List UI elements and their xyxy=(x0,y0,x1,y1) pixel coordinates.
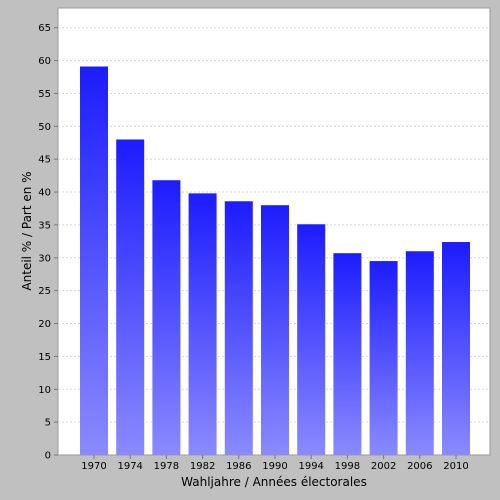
bar-1994 xyxy=(297,224,326,455)
y-tick-label: 40 xyxy=(38,188,51,199)
bar-1998 xyxy=(333,253,362,455)
y-tick-label: 50 xyxy=(38,122,51,133)
bar-1974 xyxy=(116,139,145,455)
y-axis-label: Anteil % / Part en % xyxy=(20,171,34,290)
x-tick-label-1978: 1978 xyxy=(154,461,179,472)
bar-2006 xyxy=(405,251,434,455)
bar-2010 xyxy=(442,242,470,455)
y-tick-label: 35 xyxy=(38,220,51,231)
y-tick-label: 20 xyxy=(38,319,51,330)
x-axis-ticks: 1970 1974 1978 1982 1986 1990 1994 1998 2002 2006… xyxy=(81,455,469,472)
x-tick-label-1982: 1982 xyxy=(190,461,215,472)
x-tick-label-2002: 2002 xyxy=(371,461,396,472)
x-tick-label-1986: 1986 xyxy=(226,461,251,472)
y-tick-label: 30 xyxy=(38,253,51,264)
x-tick-label-1998: 1998 xyxy=(335,461,360,472)
y-tick-label: 15 xyxy=(38,352,51,363)
y-tick-label: 55 xyxy=(38,89,51,100)
x-tick-label-1970: 1970 xyxy=(81,461,106,472)
y-tick-label: 0 xyxy=(45,451,51,462)
x-tick-label-2010: 2010 xyxy=(443,461,468,472)
y-tick-label: 60 xyxy=(38,56,51,67)
bar-1970 xyxy=(80,66,108,456)
x-tick-label-1990: 1990 xyxy=(262,461,287,472)
y-axis-ticks: 0 5 10 15 20 25 30 35 40 45 50 55 60 65 xyxy=(38,23,58,462)
bar-1990 xyxy=(261,205,289,455)
bars xyxy=(80,66,470,456)
bar-1978 xyxy=(152,180,181,455)
bar-1982 xyxy=(188,193,217,455)
y-tick-label: 10 xyxy=(38,385,51,396)
y-tick-label: 45 xyxy=(38,155,51,166)
bar-1986 xyxy=(224,201,253,455)
x-axis-label: Wahljahre / Années électorales xyxy=(181,475,367,489)
x-tick-label-1994: 1994 xyxy=(298,461,323,472)
x-tick-label-1974: 1974 xyxy=(117,461,142,472)
x-tick-label-2006: 2006 xyxy=(407,461,432,472)
y-tick-label: 25 xyxy=(38,286,51,297)
bar-2002 xyxy=(369,261,398,455)
y-tick-label: 5 xyxy=(45,418,51,429)
y-tick-label: 65 xyxy=(38,23,51,34)
